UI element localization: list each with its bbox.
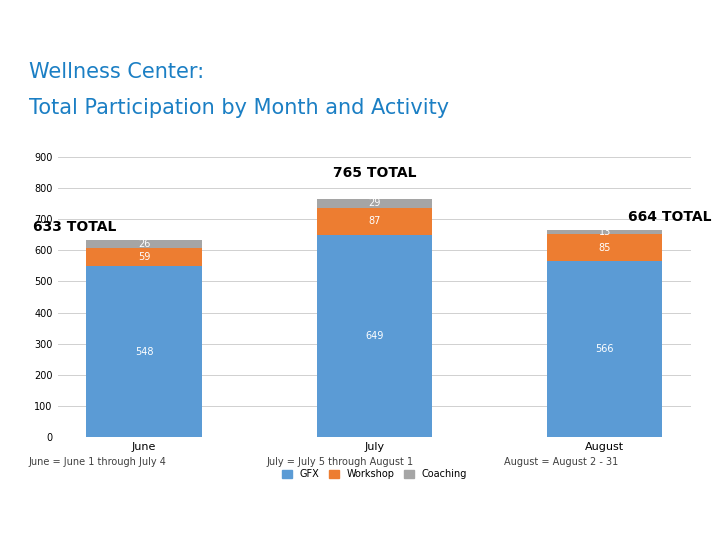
Bar: [547, 234, 662, 261]
Bar: [86, 248, 202, 266]
Bar: [317, 199, 432, 208]
Text: 87: 87: [368, 217, 381, 226]
Text: August = August 2 - 31: August = August 2 - 31: [504, 457, 618, 467]
Bar: [317, 208, 432, 235]
Text: HEALTH SERVICE SYSTEM: HEALTH SERVICE SYSTEM: [11, 501, 169, 511]
Text: 29: 29: [368, 198, 381, 208]
Bar: [547, 230, 662, 234]
Text: Wellness Center:: Wellness Center:: [29, 62, 204, 82]
Text: 548: 548: [135, 347, 153, 357]
Text: 633 TOTAL: 633 TOTAL: [33, 220, 117, 234]
Text: 59: 59: [138, 252, 150, 262]
Text: June 2014: June 2014: [650, 18, 709, 31]
Text: 664 TOTAL: 664 TOTAL: [628, 210, 711, 224]
Text: Wellness Team May Accomplishments: Wellness Team May Accomplishments: [11, 18, 234, 31]
Text: June = June 1 through July 4: June = June 1 through July 4: [29, 457, 166, 467]
Text: July = July 5 through August 1: July = July 5 through August 1: [266, 457, 413, 467]
Text: 85: 85: [598, 242, 611, 253]
Text: Total Participation by Month and Activity: Total Participation by Month and Activit…: [29, 98, 449, 118]
Bar: [86, 240, 202, 248]
Text: 566: 566: [595, 344, 614, 354]
Legend: GFX, Workshop, Coaching: GFX, Workshop, Coaching: [278, 465, 471, 483]
Text: 765 TOTAL: 765 TOTAL: [333, 166, 416, 180]
Text: 1: 1: [701, 508, 709, 522]
Text: 13: 13: [598, 227, 611, 237]
Bar: [547, 261, 662, 437]
Text: CITY & COUNTY OF SAN FRANCISCO: CITY & COUNTY OF SAN FRANCISCO: [11, 522, 161, 530]
Text: 26: 26: [138, 239, 150, 249]
Bar: [86, 266, 202, 437]
Bar: [317, 235, 432, 437]
Text: 649: 649: [365, 331, 384, 341]
